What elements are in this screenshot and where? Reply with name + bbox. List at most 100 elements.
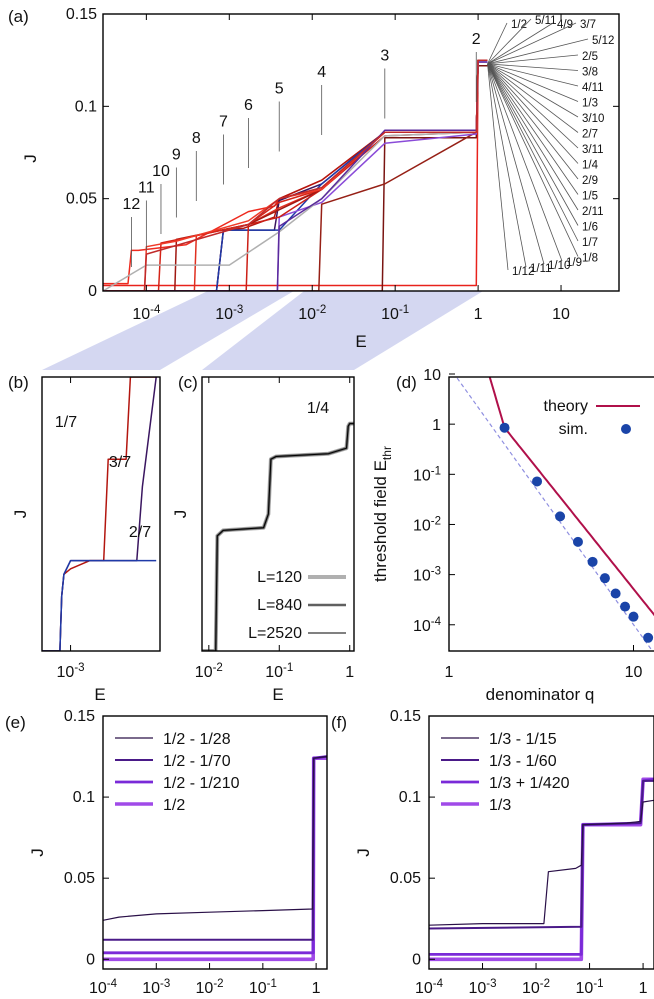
panel-d-series — [455, 377, 654, 651]
sim-point-d — [532, 476, 543, 487]
fraction-label: 1/10 — [548, 260, 570, 272]
sim-point-d — [628, 611, 639, 622]
fraction-leader — [487, 63, 579, 102]
x-tick-label-c: 10-1 — [265, 662, 293, 681]
y-tick-label-a: 0.15 — [66, 6, 97, 23]
y-tick-label-d: 10-3 — [413, 566, 441, 585]
fraction-leader — [487, 63, 579, 257]
x-tick-label-a: 1 — [474, 306, 483, 323]
series-line-e — [103, 755, 327, 921]
fraction-label: 1/11 — [530, 263, 552, 275]
x-tick-label-f: 1 — [639, 980, 648, 997]
panel-label-c: (c) — [178, 373, 198, 392]
fraction-label: 1/2 — [511, 19, 527, 31]
panel-a-frame — [102, 13, 620, 292]
fraction-leader — [487, 63, 579, 118]
panel-label-d: (d) — [396, 373, 417, 392]
fraction-label: 2/9 — [582, 175, 598, 187]
x-tick-label-e: 1 — [312, 980, 321, 997]
y-axis-label-a: J — [21, 154, 40, 163]
series-line-f — [429, 777, 654, 962]
curve-label-b: 1/7 — [55, 414, 77, 431]
fraction-label: 5/11 — [535, 15, 557, 27]
theory-line-d — [488, 377, 654, 617]
x-tick-label-c: 10-2 — [195, 662, 223, 681]
fraction-leader — [487, 63, 579, 149]
y-tick-label-f: 0.15 — [390, 708, 421, 725]
legend-label-f: 1/3 — [489, 797, 511, 814]
y-axis-label-c: J — [171, 510, 190, 519]
y-tick-label-e: 0.15 — [64, 708, 95, 725]
panel-e-frame — [102, 715, 328, 970]
x-tick-label-d: 10 — [625, 664, 643, 681]
x-tick-label-f: 10-4 — [415, 978, 444, 997]
x-tick-label-e: 10-3 — [142, 978, 170, 997]
y-tick-label-a: 0.05 — [66, 191, 97, 208]
y-tick-label-f: 0.05 — [390, 870, 421, 887]
x-tick-label-f: 10-2 — [522, 978, 550, 997]
panel-f-series — [429, 777, 654, 962]
y-tick-label-d: 10-1 — [413, 465, 441, 484]
panel-b-series — [42, 377, 157, 651]
fraction-label: 4/11 — [582, 82, 604, 94]
sim-point-d — [499, 422, 510, 433]
fraction-label: 2/5 — [582, 51, 598, 63]
legend-label-e: 1/2 - 1/210 — [163, 775, 240, 792]
fraction-label: 1/3 — [582, 98, 598, 110]
fraction-label: 3/7 — [580, 19, 596, 31]
x-tick-label-f: 10-3 — [468, 978, 496, 997]
sim-point-d — [599, 573, 610, 584]
legend-label-c: L=2520 — [248, 625, 302, 642]
fraction-label: 1/6 — [582, 222, 598, 234]
denominator-label: 3 — [380, 48, 389, 65]
sim-point-d — [643, 632, 654, 643]
y-tick-label-e: 0.05 — [64, 870, 95, 887]
denominator-label: 4 — [317, 64, 326, 81]
fraction-label: 3/11 — [582, 144, 604, 156]
panel-label-f: (f) — [331, 713, 347, 732]
fraction-leader — [487, 22, 508, 65]
denominator-label: 2 — [472, 31, 481, 48]
fraction-leader — [487, 63, 579, 195]
fraction-leader — [487, 63, 579, 164]
fraction-label: 2/7 — [582, 129, 598, 141]
fraction-label: 1/9 — [566, 257, 582, 269]
x-tick-label-a: 10 — [552, 306, 570, 323]
denominator-label: 11 — [138, 180, 155, 197]
x-axis-label-d: denominator q — [486, 685, 595, 704]
fraction-label: 4/9 — [557, 19, 573, 31]
zoom-band-c — [202, 291, 484, 370]
x-axis-label-b: E — [94, 685, 105, 704]
x-tick-label-a: 10-2 — [298, 304, 326, 323]
sim-point-d — [555, 511, 566, 522]
y-tick-label-d: 10-2 — [413, 515, 441, 534]
fraction-label: 3/10 — [582, 113, 604, 125]
sim-point-d — [572, 536, 583, 547]
curve-label-b: 3/7 — [109, 454, 131, 471]
x-tick-label-a: 10-3 — [215, 304, 243, 323]
panel-label-a: (a) — [8, 7, 29, 26]
fraction-label: 2/11 — [582, 206, 604, 218]
zoom-band-b — [42, 291, 294, 370]
fraction-label: 1/8 — [582, 253, 598, 265]
fraction-leader — [487, 54, 579, 65]
fraction-leader — [487, 63, 545, 265]
y-tick-label-f: 0.1 — [399, 789, 421, 806]
legend-label-theory: theory — [544, 398, 588, 415]
denominator-label: 8 — [192, 130, 201, 147]
panel-f-frame — [428, 715, 654, 970]
curve-label-c: 1/4 — [307, 400, 329, 417]
x-tick-label-b: 10-3 — [57, 662, 85, 681]
x-tick-label-e: 10-2 — [196, 978, 224, 997]
legend-label-f: 1/3 + 1/420 — [489, 775, 570, 792]
fraction-leader — [487, 63, 579, 211]
panel-label-e: (e) — [5, 713, 26, 732]
series-line-a-3-11 — [103, 59, 488, 291]
legend-label-f: 1/3 - 1/15 — [489, 731, 557, 748]
panel-d-frame — [448, 376, 654, 652]
y-tick-label-e: 0.1 — [73, 789, 95, 806]
y-tick-label-d: 1 — [432, 417, 441, 434]
denominator-label: 5 — [275, 81, 284, 98]
legend-label-e: 1/2 — [163, 797, 185, 814]
